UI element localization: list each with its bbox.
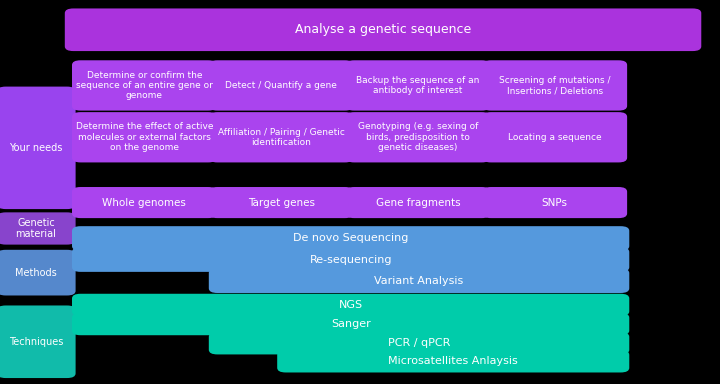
Text: SNPs: SNPs [541, 197, 568, 208]
Text: Determine or confirm the
sequence of an entire gene or
genome: Determine or confirm the sequence of an … [76, 71, 213, 100]
FancyBboxPatch shape [0, 212, 76, 245]
FancyBboxPatch shape [72, 313, 629, 335]
FancyBboxPatch shape [209, 268, 629, 293]
FancyBboxPatch shape [65, 8, 701, 51]
Text: Your needs: Your needs [9, 143, 63, 153]
Text: Methods: Methods [15, 268, 57, 278]
FancyBboxPatch shape [277, 350, 629, 372]
FancyBboxPatch shape [209, 332, 629, 354]
FancyBboxPatch shape [209, 187, 354, 218]
FancyBboxPatch shape [0, 306, 76, 378]
FancyBboxPatch shape [72, 112, 217, 162]
Text: De novo Sequencing: De novo Sequencing [293, 233, 408, 243]
Text: NGS: NGS [338, 300, 363, 310]
FancyBboxPatch shape [209, 60, 354, 111]
Text: Detect / Quantify a gene: Detect / Quantify a gene [225, 81, 337, 90]
Text: Microsatellites Anlaysis: Microsatellites Anlaysis [388, 356, 518, 366]
Text: PCR / qPCR: PCR / qPCR [388, 338, 450, 348]
Text: Variant Analysis: Variant Analysis [374, 276, 464, 286]
Text: Genotyping (e.g. sexing of
birds, predisposition to
genetic diseases): Genotyping (e.g. sexing of birds, predis… [358, 122, 478, 152]
Text: Gene fragments: Gene fragments [376, 197, 460, 208]
Text: Sanger: Sanger [330, 319, 371, 329]
Text: Affiliation / Pairing / Genetic
identification: Affiliation / Pairing / Genetic identifi… [217, 127, 345, 147]
FancyBboxPatch shape [482, 60, 627, 111]
FancyBboxPatch shape [482, 112, 627, 162]
FancyBboxPatch shape [482, 187, 627, 218]
FancyBboxPatch shape [72, 187, 217, 218]
Text: Whole genomes: Whole genomes [102, 197, 186, 208]
FancyBboxPatch shape [346, 60, 490, 111]
Text: Screening of mutations /
Insertions / Deletions: Screening of mutations / Insertions / De… [499, 76, 611, 95]
Text: Determine the effect of active
molecules or external factors
on the genome: Determine the effect of active molecules… [76, 122, 213, 152]
FancyBboxPatch shape [72, 60, 217, 111]
Text: Locating a sequence: Locating a sequence [508, 133, 602, 142]
FancyBboxPatch shape [72, 247, 629, 272]
FancyBboxPatch shape [209, 112, 354, 162]
FancyBboxPatch shape [346, 187, 490, 218]
Text: Backup the sequence of an
antibody of interest: Backup the sequence of an antibody of in… [356, 76, 480, 95]
FancyBboxPatch shape [346, 112, 490, 162]
FancyBboxPatch shape [72, 226, 629, 251]
FancyBboxPatch shape [0, 250, 76, 296]
Text: Analyse a genetic sequence: Analyse a genetic sequence [295, 23, 471, 36]
Text: Genetic
material: Genetic material [16, 218, 56, 239]
FancyBboxPatch shape [72, 294, 629, 316]
Text: Techniques: Techniques [9, 337, 63, 347]
Text: Re-sequencing: Re-sequencing [310, 255, 392, 265]
FancyBboxPatch shape [0, 87, 76, 209]
Text: Target genes: Target genes [248, 197, 315, 208]
